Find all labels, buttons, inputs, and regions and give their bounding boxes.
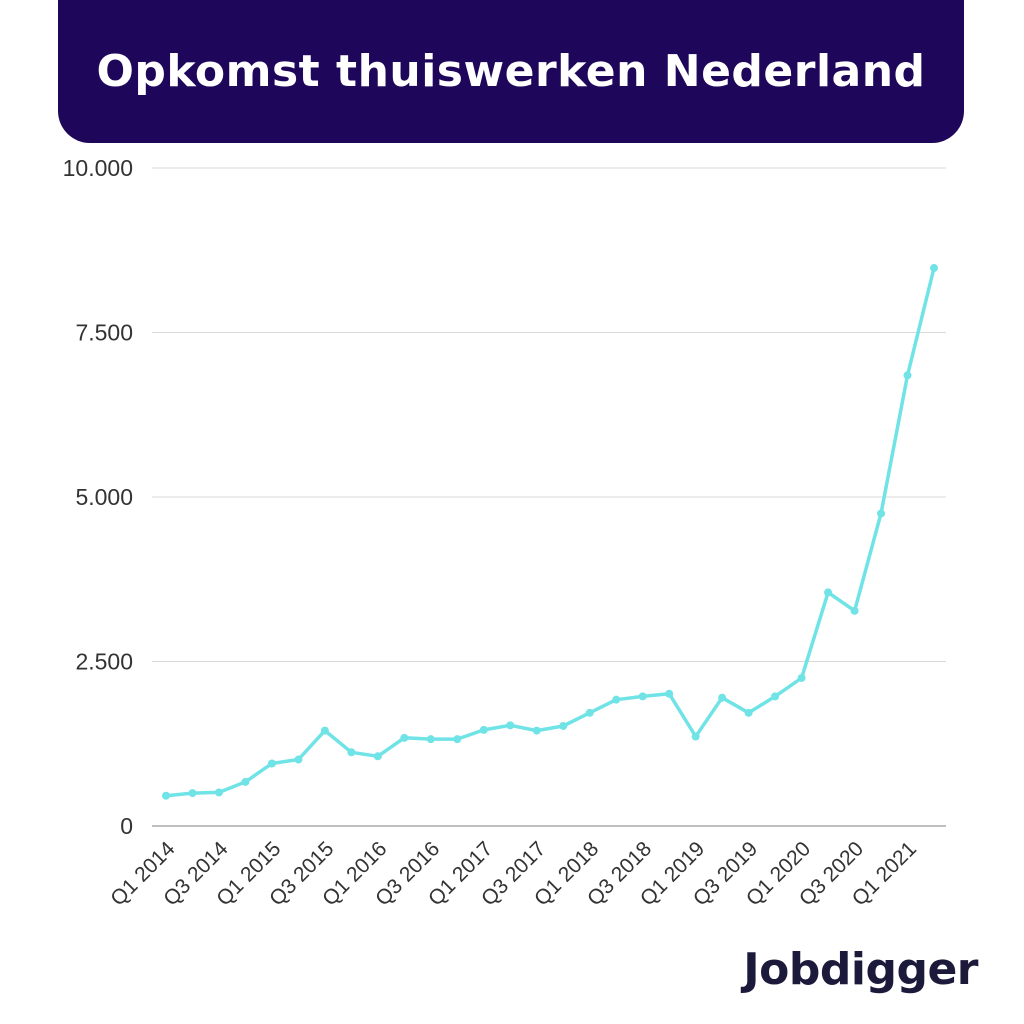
data-point (373, 752, 382, 761)
data-point (188, 789, 197, 798)
data-point (585, 708, 594, 717)
data-point (744, 708, 753, 717)
data-point (267, 759, 276, 768)
y-tick-label: 2.500 (75, 649, 133, 675)
page-title: Opkomst thuiswerken Nederland (96, 46, 926, 97)
series-line (162, 264, 938, 800)
series-line-path (164, 266, 936, 798)
data-point (612, 695, 621, 704)
y-tick-label: 7.500 (75, 320, 133, 346)
data-point (320, 726, 329, 735)
data-point (506, 721, 515, 730)
data-point (400, 733, 409, 742)
jobdigger-logo: Jobdigger (743, 944, 978, 995)
data-point (850, 606, 859, 615)
data-point (479, 725, 488, 734)
data-point (241, 777, 250, 786)
data-point (771, 692, 780, 701)
data-point (294, 755, 303, 764)
data-point (718, 693, 727, 702)
y-tick-label: 0 (120, 813, 133, 839)
y-tick-label: 5.000 (75, 484, 133, 510)
data-point (453, 735, 462, 744)
data-point (214, 788, 223, 797)
y-tick-label: 10.000 (63, 155, 133, 181)
data-point (903, 371, 912, 380)
data-point (665, 689, 674, 698)
data-point (691, 732, 700, 741)
title-banner: Opkomst thuiswerken Nederland (58, 0, 964, 143)
data-point (347, 748, 356, 757)
data-point (930, 264, 938, 273)
data-point (532, 726, 541, 735)
data-point (797, 673, 806, 682)
data-point (426, 735, 435, 744)
data-point (559, 721, 568, 730)
data-point (638, 692, 647, 701)
data-point (162, 791, 170, 800)
data-point (824, 588, 833, 597)
data-point (877, 509, 886, 518)
y-axis-ticks: 0 2.500 5.000 7.500 10.000 (63, 155, 133, 839)
gridlines (152, 167, 946, 827)
